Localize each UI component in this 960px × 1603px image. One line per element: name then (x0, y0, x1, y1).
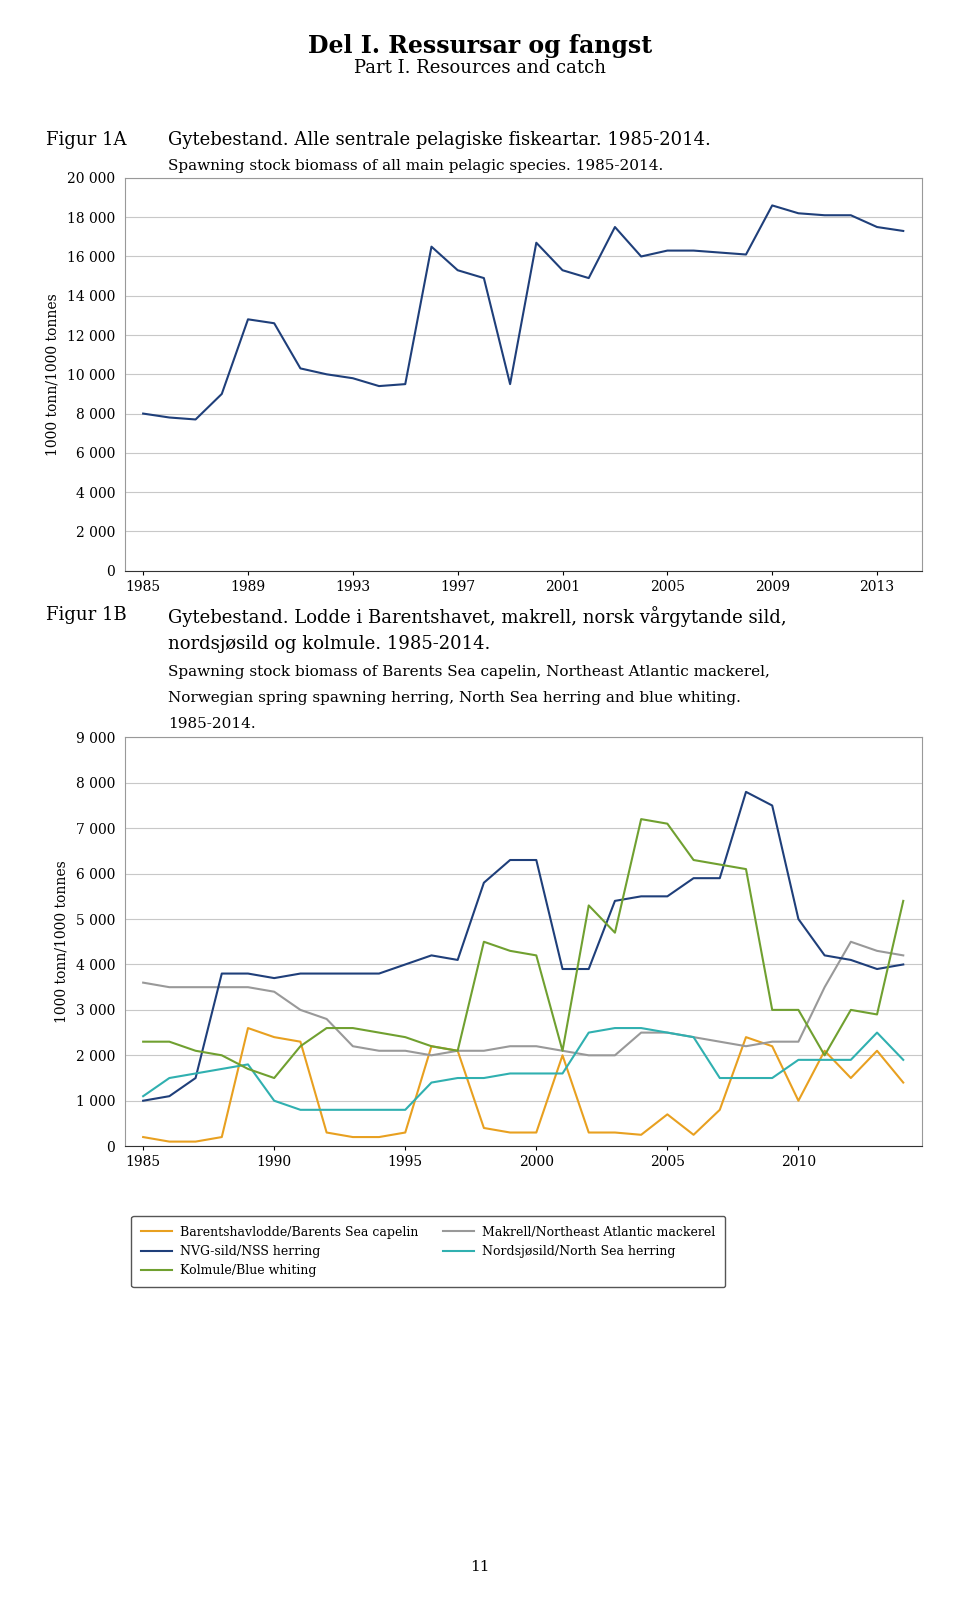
Y-axis label: 1000 tonn/1000 tonnes: 1000 tonn/1000 tonnes (46, 293, 60, 455)
Text: nordsjøsild og kolmule. 1985-2014.: nordsjøsild og kolmule. 1985-2014. (168, 635, 491, 652)
Text: Figur 1B: Figur 1B (46, 606, 127, 624)
Legend: Barentshavlodde/Barents Sea capelin, NVG-sild/NSS herring, Kolmule/Blue whiting,: Barentshavlodde/Barents Sea capelin, NVG… (132, 1215, 725, 1287)
Y-axis label: 1000 tonn/1000 tonnes: 1000 tonn/1000 tonnes (55, 861, 68, 1023)
Text: 11: 11 (470, 1560, 490, 1574)
Text: Del I. Ressursar og fangst: Del I. Ressursar og fangst (308, 34, 652, 58)
Text: Spawning stock biomass of Barents Sea capelin, Northeast Atlantic mackerel,: Spawning stock biomass of Barents Sea ca… (168, 665, 770, 680)
Text: Norwegian spring spawning herring, North Sea herring and blue whiting.: Norwegian spring spawning herring, North… (168, 691, 741, 705)
Text: Gytebestand. Alle sentrale pelagiske fiskeartar. 1985-2014.: Gytebestand. Alle sentrale pelagiske fis… (168, 131, 710, 149)
Text: Figur 1A: Figur 1A (46, 131, 127, 149)
Text: Gytebestand. Lodde i Barentshavet, makrell, norsk vårgytande sild,: Gytebestand. Lodde i Barentshavet, makre… (168, 606, 786, 627)
Text: Spawning stock biomass of all main pelagic species. 1985-2014.: Spawning stock biomass of all main pelag… (168, 159, 663, 173)
Text: 1985-2014.: 1985-2014. (168, 717, 255, 731)
Text: Part I. Resources and catch: Part I. Resources and catch (354, 59, 606, 77)
